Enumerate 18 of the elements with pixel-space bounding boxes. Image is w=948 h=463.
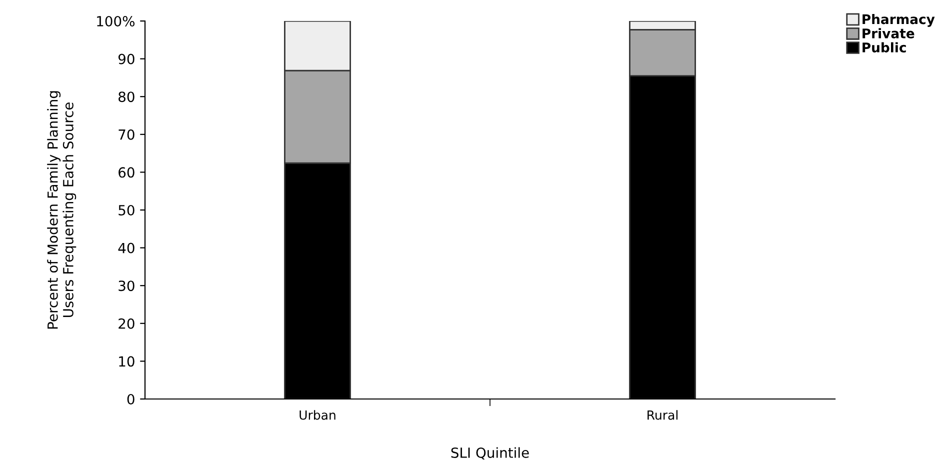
y-tick-label: 30 (118, 280, 134, 292)
y-axis-title: Percent of Modern Family Planning Users Frequenting Each Source (47, 91, 76, 329)
x-axis-title: SLI Quintile (451, 447, 529, 460)
y-tick-label: 40 (118, 242, 134, 254)
y-tick-label: 90 (118, 54, 134, 64)
legend-label: Public (862, 42, 906, 52)
y-tick-label: 50 (118, 204, 134, 216)
y-tick-label: 100% (97, 16, 135, 26)
x-tick-label: Urban (300, 410, 336, 420)
y-tick-label: 10 (119, 356, 134, 367)
legend-label: Private (862, 28, 914, 38)
x-tick-label: Rural (648, 410, 678, 420)
y-tick-label: 0 (127, 394, 134, 404)
y-tick-label: 80 (118, 92, 134, 102)
y-tick-label: 20 (118, 318, 134, 329)
y-tick-label: 60 (118, 167, 134, 178)
legend-label: Pharmacy (862, 14, 935, 27)
y-tick-label: 70 (118, 129, 134, 140)
